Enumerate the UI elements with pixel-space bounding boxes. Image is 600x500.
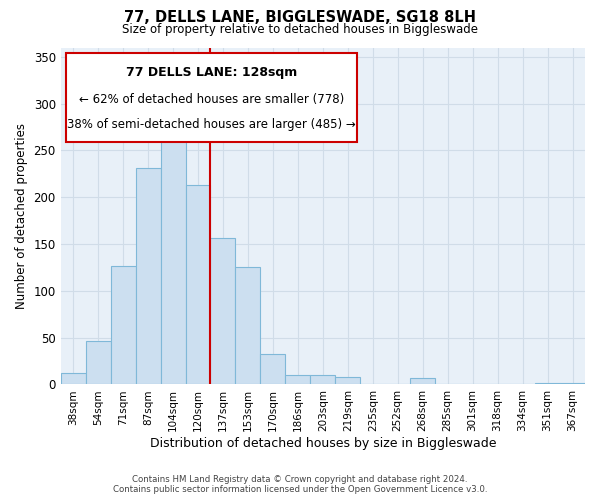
- Bar: [185, 185, 211, 384]
- Bar: [560, 382, 585, 384]
- Bar: [161, 120, 185, 384]
- Bar: [86, 342, 110, 384]
- Bar: [110, 266, 136, 384]
- Text: 38% of semi-detached houses are larger (485) →: 38% of semi-detached houses are larger (…: [67, 118, 356, 132]
- Bar: [136, 168, 161, 384]
- Text: 77 DELLS LANE: 128sqm: 77 DELLS LANE: 128sqm: [126, 66, 297, 79]
- Text: Contains public sector information licensed under the Open Government Licence v3: Contains public sector information licen…: [113, 485, 487, 494]
- Y-axis label: Number of detached properties: Number of detached properties: [15, 123, 28, 309]
- FancyBboxPatch shape: [66, 52, 357, 142]
- Text: Size of property relative to detached houses in Biggleswade: Size of property relative to detached ho…: [122, 22, 478, 36]
- Bar: [61, 373, 86, 384]
- Bar: [335, 377, 360, 384]
- Text: 77, DELLS LANE, BIGGLESWADE, SG18 8LH: 77, DELLS LANE, BIGGLESWADE, SG18 8LH: [124, 10, 476, 25]
- X-axis label: Distribution of detached houses by size in Biggleswade: Distribution of detached houses by size …: [149, 437, 496, 450]
- Text: Contains HM Land Registry data © Crown copyright and database right 2024.: Contains HM Land Registry data © Crown c…: [132, 475, 468, 484]
- Bar: [310, 375, 335, 384]
- Bar: [410, 378, 435, 384]
- Bar: [260, 354, 286, 384]
- Bar: [235, 268, 260, 384]
- Text: ← 62% of detached houses are smaller (778): ← 62% of detached houses are smaller (77…: [79, 93, 344, 106]
- Bar: [211, 238, 235, 384]
- Bar: [535, 382, 560, 384]
- Bar: [286, 375, 310, 384]
